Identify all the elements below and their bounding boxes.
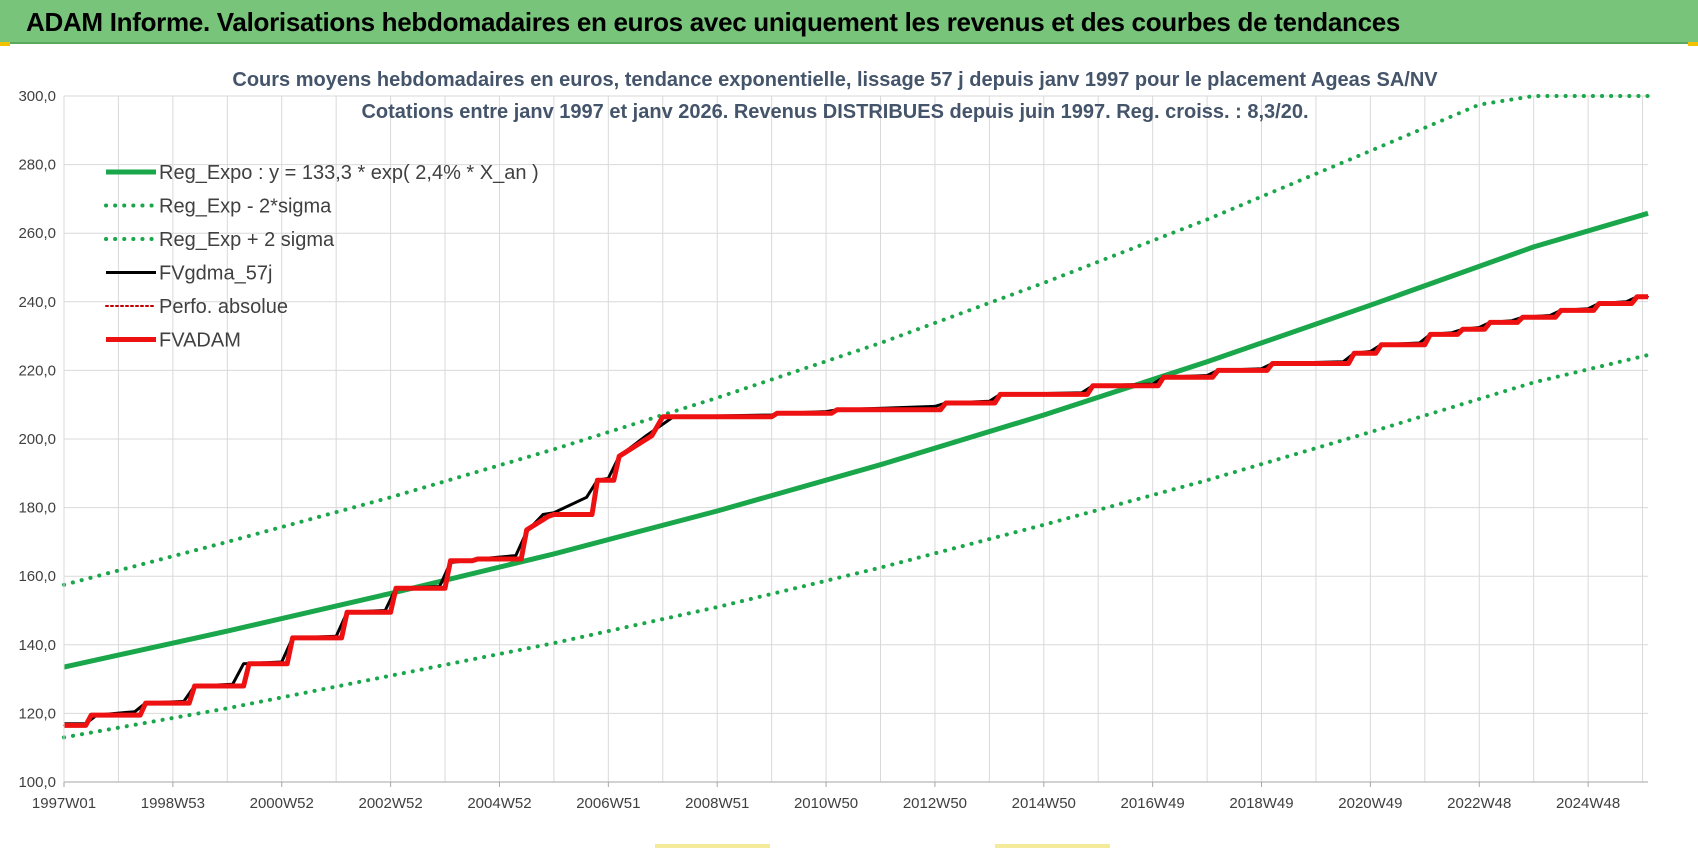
report-title: ADAM Informe. Valorisations hebdomadaire… bbox=[26, 7, 1401, 37]
x-tick-label: 2008W51 bbox=[685, 795, 749, 812]
y-tick-label: 160,0 bbox=[18, 568, 56, 585]
legend-label: Reg_Expo : y = 133,3 * exp( 2,4% * X_an … bbox=[159, 162, 539, 184]
x-tick-label: 2004W52 bbox=[467, 795, 531, 812]
y-tick-label: 140,0 bbox=[18, 637, 56, 654]
x-tick-label: 2000W52 bbox=[250, 795, 314, 812]
report-banner: ADAM Informe. Valorisations hebdomadaire… bbox=[0, 0, 1698, 44]
chart-title: Cours moyens hebdomadaires en euros, ten… bbox=[232, 69, 1438, 91]
series-line-0 bbox=[63, 210, 1649, 670]
legend-label: FVADAM bbox=[159, 330, 241, 352]
x-tick-label: 1998W53 bbox=[141, 795, 205, 812]
x-tick-label: 2016W49 bbox=[1121, 795, 1185, 812]
corner-marker-left bbox=[0, 42, 10, 46]
corner-marker-right bbox=[1688, 42, 1698, 46]
chart-series bbox=[62, 94, 1650, 740]
y-tick-label: 240,0 bbox=[18, 294, 56, 311]
legend-label: FVgdma_57j bbox=[159, 263, 272, 285]
x-tick-label: 2020W49 bbox=[1338, 795, 1402, 812]
chart-axes: 100,0 120,0 140,0 160,0 180,0 200,0 220,0 240,0… bbox=[18, 88, 1648, 812]
bottom-marker bbox=[995, 844, 1110, 848]
x-tick-label: 2022W48 bbox=[1447, 795, 1511, 812]
y-tick-label: 120,0 bbox=[18, 705, 56, 722]
chart-subtitle: Cotations entre janv 1997 et janv 2026. … bbox=[361, 101, 1308, 123]
trend-chart: 100,0 120,0 140,0 160,0 180,0 200,0 220,0 240,0… bbox=[0, 46, 1698, 844]
x-tick-label: 1997W01 bbox=[32, 795, 96, 812]
legend-label: Perfo. absolue bbox=[159, 296, 288, 318]
x-tick-label: 2002W52 bbox=[358, 795, 422, 812]
y-tick-label: 220,0 bbox=[18, 362, 56, 379]
legend-label: Reg_Exp + 2 sigma bbox=[159, 229, 335, 251]
y-tick-label: 300,0 bbox=[18, 88, 56, 105]
legend-label: Reg_Exp - 2*sigma bbox=[159, 196, 332, 218]
x-tick-label: 2024W48 bbox=[1556, 795, 1620, 812]
x-tick-label: 2010W50 bbox=[794, 795, 858, 812]
x-tick-label: 2012W50 bbox=[903, 795, 967, 812]
y-tick-label: 260,0 bbox=[18, 225, 56, 242]
bottom-marker bbox=[655, 844, 770, 848]
x-tick-label: 2014W50 bbox=[1012, 795, 1076, 812]
y-tick-label: 200,0 bbox=[18, 431, 56, 448]
series-line-2 bbox=[62, 94, 1650, 587]
x-tick-label: 2018W49 bbox=[1229, 795, 1293, 812]
y-tick-label: 100,0 bbox=[18, 774, 56, 791]
y-tick-label: 180,0 bbox=[18, 500, 56, 517]
chart-background bbox=[0, 46, 1698, 844]
chart-legend: Reg_Expo : y = 133,3 * exp( 2,4% * X_an … bbox=[104, 162, 539, 352]
series-line-5 bbox=[64, 294, 1648, 728]
y-tick-label: 280,0 bbox=[18, 157, 56, 174]
x-tick-label: 2006W51 bbox=[576, 795, 640, 812]
chart-grid bbox=[63, 95, 1648, 783]
